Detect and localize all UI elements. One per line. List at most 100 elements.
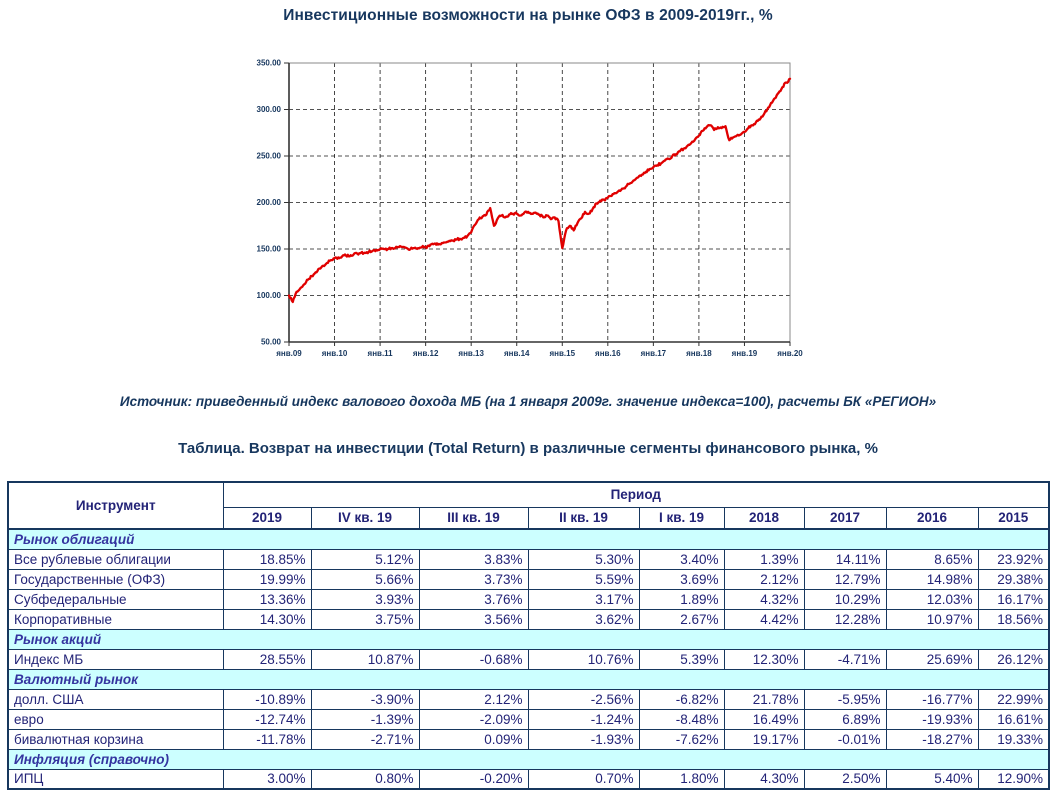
x-tick-label: янв.11 (368, 349, 394, 358)
value-cell: 18.85% (222, 548, 312, 570)
value-cell: 14.11% (803, 548, 887, 570)
table-row: Корпоративные 14.30% 3.75% 3.56% 3.62% 2.67% 4… (7, 608, 1050, 630)
value-cell: -6.82% (638, 688, 725, 710)
value-cell: -10.89% (222, 688, 312, 710)
period-column-header: 2016 (885, 506, 979, 530)
period-column-header: III кв. 19 (418, 506, 529, 530)
value-cell: -2.09% (418, 708, 529, 730)
value-cell: 16.17% (977, 588, 1050, 610)
value-cell: 18.56% (977, 608, 1050, 630)
value-cell: 5.66% (310, 568, 420, 590)
value-cell: 29.38% (977, 568, 1050, 590)
value-cell: 2.67% (638, 608, 725, 630)
value-cell: -11.78% (222, 728, 312, 750)
row-label-cell: Индекс МБ (7, 648, 224, 670)
value-cell: 3.73% (418, 568, 529, 590)
value-cell: 1.39% (723, 548, 805, 570)
value-cell: -5.95% (803, 688, 887, 710)
y-tick-label: 200.00 (257, 198, 282, 207)
value-cell: 4.30% (723, 768, 805, 790)
x-tick-label: янв.16 (595, 349, 621, 358)
y-tick-label: 300.00 (257, 105, 282, 114)
table-row: Все рублевые облигации 18.85% 5.12% 3.83% 5.… (7, 548, 1050, 570)
period-group-header: Период (222, 481, 1050, 508)
value-cell: 0.80% (310, 768, 420, 790)
section-row: Рынок облигаций (7, 528, 1050, 550)
period-column-header: 2018 (723, 506, 805, 530)
value-cell: 10.87% (310, 648, 420, 670)
y-tick-label: 150.00 (257, 245, 282, 254)
value-cell: 4.32% (723, 588, 805, 610)
section-label: Валютный рынок (7, 668, 1050, 690)
table-row: Индекс МБ 28.55% 10.87% -0.68% 10.76% 5.39% 12… (7, 648, 1050, 670)
table-row: Субфедеральные 13.36% 3.93% 3.76% 3.17% 1.89%… (7, 588, 1050, 610)
section-label: Рынок акций (7, 628, 1050, 650)
value-cell: 3.56% (418, 608, 529, 630)
section-row: Рынок акций (7, 628, 1050, 650)
value-cell: -2.71% (310, 728, 420, 750)
value-cell: -0.20% (418, 768, 529, 790)
period-column-header: 2017 (803, 506, 887, 530)
value-cell: 0.09% (418, 728, 529, 750)
value-cell: 5.40% (885, 768, 979, 790)
value-cell: 13.36% (222, 588, 312, 610)
value-cell: 8.65% (885, 548, 979, 570)
value-cell: 14.30% (222, 608, 312, 630)
y-tick-label: 50.00 (261, 338, 282, 347)
value-cell: 16.61% (977, 708, 1050, 730)
value-cell: -2.56% (527, 688, 640, 710)
value-cell: -16.77% (885, 688, 979, 710)
value-cell: 19.17% (723, 728, 805, 750)
row-label-cell: ИПЦ (7, 768, 224, 790)
value-cell: 26.12% (977, 648, 1050, 670)
value-cell: 10.29% (803, 588, 887, 610)
value-cell: -19.93% (885, 708, 979, 730)
value-cell: 19.33% (977, 728, 1050, 750)
row-label-cell: долл. США (7, 688, 224, 710)
row-label-cell: Корпоративные (7, 608, 224, 630)
index-line-series (287, 77, 792, 304)
table-row: бивалютная корзина -11.78% -2.71% 0.09% -1.9… (7, 728, 1050, 750)
total-return-table: Инструмент Период 2019 IV кв. 19 III кв. 1… (7, 481, 1051, 790)
row-label-cell: евро (7, 708, 224, 730)
period-column-header: IV кв. 19 (310, 506, 420, 530)
row-label-cell: Государственные (ОФЗ) (7, 568, 224, 590)
value-cell: -0.01% (803, 728, 887, 750)
table-row: долл. США -10.89% -3.90% 2.12% -2.56% -6.82% 2… (7, 688, 1050, 710)
x-tick-label: янв.15 (549, 349, 575, 358)
value-cell: 3.00% (222, 768, 312, 790)
table-row: ИПЦ 3.00% 0.80% -0.20% 0.70% 1.80% 4.30% 2.50% 5… (7, 768, 1050, 790)
value-cell: 12.03% (885, 588, 979, 610)
value-cell: 12.79% (803, 568, 887, 590)
x-tick-label: янв.19 (732, 349, 758, 358)
value-cell: -7.62% (638, 728, 725, 750)
value-cell: 12.28% (803, 608, 887, 630)
y-tick-label: 250.00 (257, 152, 282, 161)
value-cell: 1.89% (638, 588, 725, 610)
value-cell: -12.74% (222, 708, 312, 730)
value-cell: 3.40% (638, 548, 725, 570)
value-cell: -1.39% (310, 708, 420, 730)
value-cell: -1.93% (527, 728, 640, 750)
value-cell: 25.69% (885, 648, 979, 670)
instrument-column-header: Инструмент (7, 481, 224, 530)
value-cell: 3.83% (418, 548, 529, 570)
table-row: евро -12.74% -1.39% -2.09% -1.24% -8.48% 16.49… (7, 708, 1050, 730)
chart-source-note: Источник: приведенный индекс валового до… (119, 394, 937, 409)
period-column-header: 2019 (222, 506, 312, 530)
value-cell: 16.49% (723, 708, 805, 730)
value-cell: 10.97% (885, 608, 979, 630)
value-cell: 5.12% (310, 548, 420, 570)
value-cell: 3.69% (638, 568, 725, 590)
x-tick-label: янв.09 (276, 349, 302, 358)
x-tick-label: янв.13 (458, 349, 484, 358)
value-cell: 3.76% (418, 588, 529, 610)
value-cell: 22.99% (977, 688, 1050, 710)
value-cell: 1.80% (638, 768, 725, 790)
value-cell: -1.24% (527, 708, 640, 730)
value-cell: 6.89% (803, 708, 887, 730)
value-cell: 4.42% (723, 608, 805, 630)
value-cell: 5.59% (527, 568, 640, 590)
value-cell: 14.98% (885, 568, 979, 590)
page-title: Инвестиционные возможности на рынке ОФЗ … (283, 7, 773, 24)
